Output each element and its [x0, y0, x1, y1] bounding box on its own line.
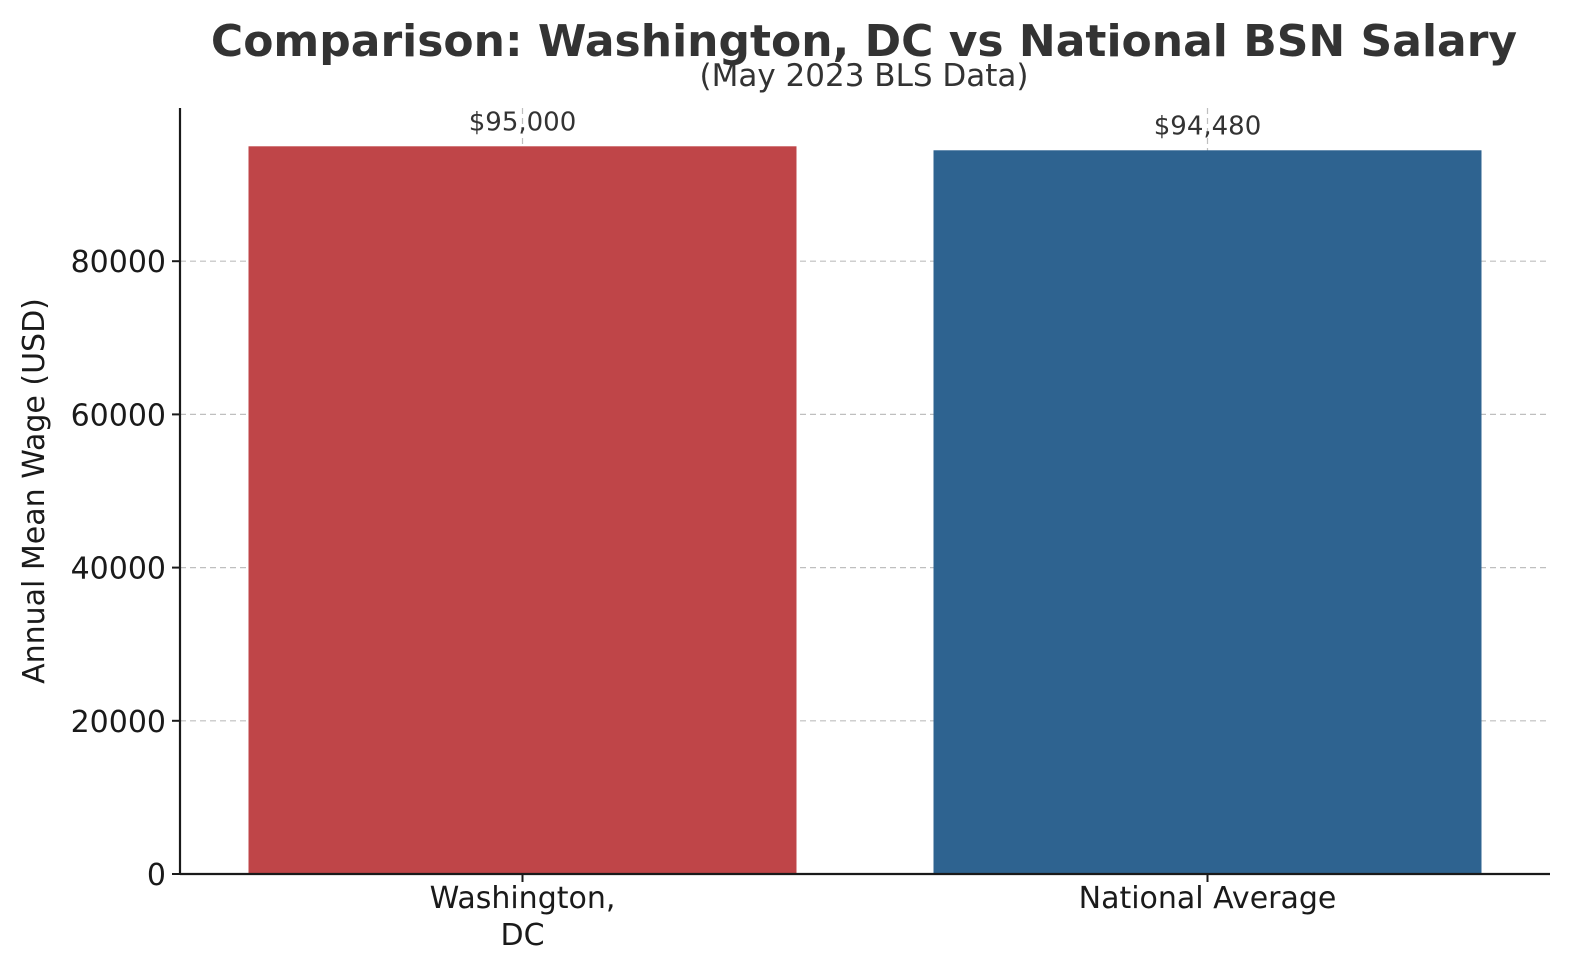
- bar: [248, 146, 797, 875]
- chart-title: Comparison: Washington, DC vs National B…: [211, 16, 1517, 67]
- y-tick-label: 0: [147, 858, 166, 893]
- y-axis-ticks: 0 20000 40000 60000 80000: [71, 245, 180, 893]
- y-tick-label: 20000: [71, 705, 166, 740]
- y-tick-label: 80000: [71, 245, 166, 280]
- bar: [933, 150, 1482, 874]
- x-tick-label: Washington,: [430, 881, 616, 916]
- chart-subtitle: (May 2023 BLS Data): [700, 58, 1029, 94]
- data-labels: $95,000 $94,480: [469, 107, 1262, 141]
- y-tick-label: 60000: [71, 398, 166, 433]
- x-tick-label: DC: [500, 918, 544, 953]
- x-axis-ticks: Washington,DC National Average: [430, 874, 1337, 953]
- x-tick-label: National Average: [1079, 881, 1337, 916]
- y-tick-label: 40000: [71, 552, 166, 587]
- bar-value-label: $95,000: [469, 107, 577, 137]
- bars: [248, 146, 1482, 875]
- bar-value-label: $94,480: [1154, 111, 1262, 141]
- y-axis-label: Annual Mean Wage (USD): [17, 298, 52, 684]
